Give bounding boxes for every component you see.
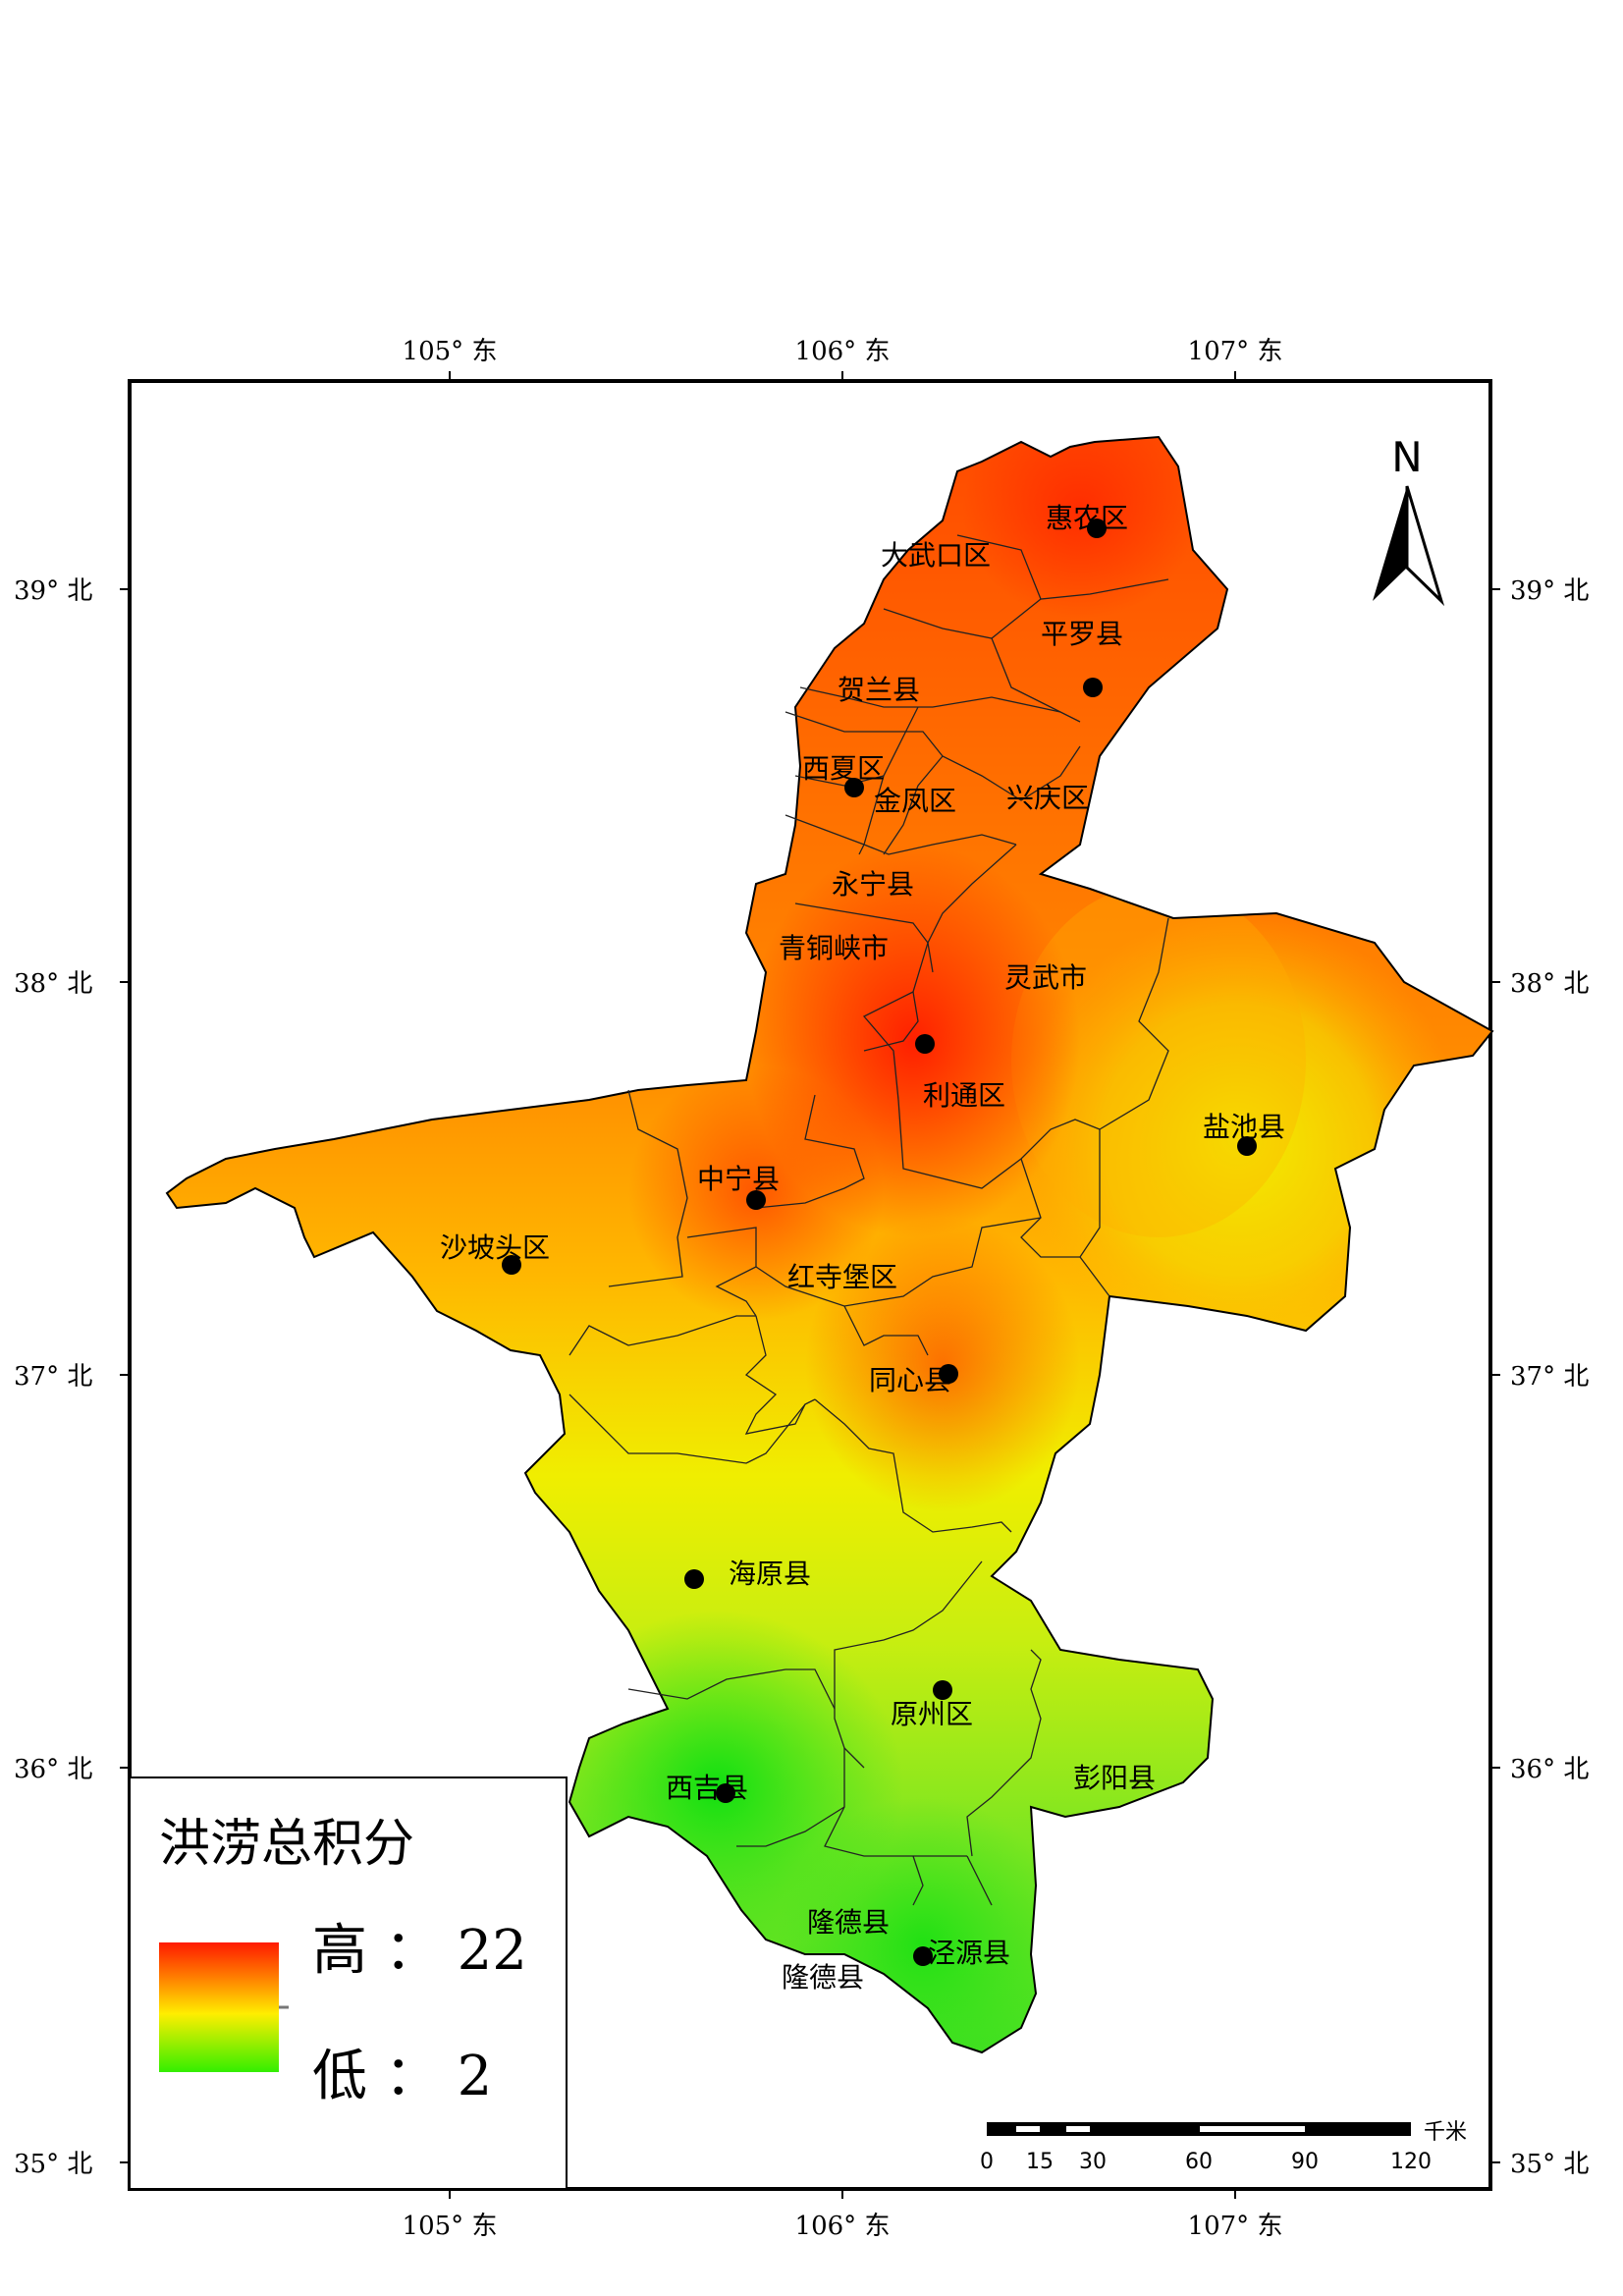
label-huinong: 惠农区 xyxy=(1046,502,1128,534)
label-yongning: 永宁县 xyxy=(832,868,914,901)
right-coord-35: 35° 北 xyxy=(1510,2150,1589,2179)
label-xingqing: 兴庆区 xyxy=(1006,782,1089,814)
label-zhongning: 中宁县 xyxy=(697,1163,780,1195)
scale-tick-60: 60 xyxy=(1185,2150,1213,2174)
tongxin-marker xyxy=(939,1364,958,1384)
scale-bar-body xyxy=(987,2122,1411,2136)
label-lingwu: 灵武市 xyxy=(1004,961,1087,994)
legend-color-ramp xyxy=(159,1942,279,2072)
label-jingyuan: 泾源县 xyxy=(928,1937,1010,1969)
scale-tick-30: 30 xyxy=(1079,2150,1107,2174)
legend-title: 洪涝总积分 xyxy=(159,1815,414,1874)
bottom-coord-107: 107° 东 xyxy=(1188,2212,1283,2241)
legend-low: 低 ： 2 xyxy=(312,2045,492,2108)
scale-tick-15: 15 xyxy=(1026,2150,1054,2174)
litong-marker xyxy=(915,1034,935,1054)
label-longde-lower: 隆德县 xyxy=(782,1961,864,1994)
scale-tick-120: 120 xyxy=(1390,2150,1432,2174)
label-jinfeng: 金凤区 xyxy=(874,785,956,817)
label-hongsibao: 红寺堡区 xyxy=(787,1261,897,1293)
legend-high: 高 ： 22 xyxy=(312,1919,527,1983)
right-coord-39: 39° 北 xyxy=(1510,576,1589,606)
legend: 洪涝总积分 高 ： 22 低 ： 2 xyxy=(129,1777,568,2190)
top-coord-107: 107° 东 xyxy=(1188,337,1283,366)
label-haiyuan: 海原县 xyxy=(729,1558,811,1590)
county-labels: 惠农区 大武口区 平罗县 贺兰县 西夏区 金凤区 兴庆区 永宁县 青铜峡市 灵武… xyxy=(440,502,1285,1994)
scale-bar: 千米 0 15 30 60 90 120 xyxy=(980,2120,1467,2174)
north-arrow-right-icon xyxy=(1405,485,1445,607)
label-xixia: 西夏区 xyxy=(802,752,885,785)
label-dawukou: 大武口区 xyxy=(881,539,991,572)
label-pingluo: 平罗县 xyxy=(1041,618,1123,650)
label-pengyang: 彭阳县 xyxy=(1073,1762,1156,1794)
yanchi-marker xyxy=(1237,1136,1257,1156)
bottom-coord-105: 105° 东 xyxy=(403,2212,498,2241)
left-coord-39: 39° 北 xyxy=(14,576,92,606)
left-coord-38: 38° 北 xyxy=(14,969,92,999)
top-coord-106: 106° 东 xyxy=(795,337,891,366)
label-yuanzhou: 原州区 xyxy=(891,1698,973,1730)
county-boundaries xyxy=(568,534,1169,1906)
left-coord-37: 37° 北 xyxy=(14,1362,92,1392)
label-xiji: 西吉县 xyxy=(666,1772,748,1804)
zhongning-marker xyxy=(746,1190,766,1210)
shapotou-marker xyxy=(502,1255,521,1275)
left-coord-36: 36° 北 xyxy=(14,1755,92,1784)
xiji-marker xyxy=(716,1783,735,1803)
top-coord-105: 105° 东 xyxy=(403,337,498,366)
north-arrow: N xyxy=(1373,433,1445,607)
scale-tick-90: 90 xyxy=(1291,2150,1319,2174)
label-qingtongxia: 青铜峡市 xyxy=(779,932,889,964)
xixia-marker xyxy=(844,778,864,797)
left-coord-35: 35° 北 xyxy=(14,2150,92,2179)
scale-unit: 千米 xyxy=(1424,2120,1467,2145)
jingyuan-marker xyxy=(913,1946,933,1966)
label-litong: 利通区 xyxy=(923,1079,1005,1112)
right-coord-36: 36° 北 xyxy=(1510,1755,1589,1784)
right-coord-38: 38° 北 xyxy=(1510,969,1589,999)
pingluo-marker xyxy=(1083,678,1103,697)
county-seat-markers xyxy=(502,519,1257,1966)
huinong-marker xyxy=(1087,519,1107,538)
label-longde: 隆德县 xyxy=(807,1906,890,1939)
label-shapotou: 沙坡头区 xyxy=(440,1231,550,1264)
bottom-coord-106: 106° 东 xyxy=(795,2212,891,2241)
label-helan: 贺兰县 xyxy=(838,674,920,706)
haiyuan-marker xyxy=(684,1569,704,1589)
scale-tick-0: 0 xyxy=(980,2150,994,2174)
north-arrow-left-icon xyxy=(1373,486,1407,601)
coordinate-labels: 105° 东 106° 东 107° 东 105° 东 106° 东 107° … xyxy=(14,337,1589,2241)
label-tongxin: 同心县 xyxy=(869,1364,951,1396)
coordinate-ticks xyxy=(120,371,1500,2199)
yuanzhou-marker xyxy=(933,1680,952,1700)
north-arrow-letter: N xyxy=(1391,433,1422,481)
label-yanchi: 盐池县 xyxy=(1203,1111,1285,1143)
right-coord-37: 37° 北 xyxy=(1510,1362,1589,1392)
